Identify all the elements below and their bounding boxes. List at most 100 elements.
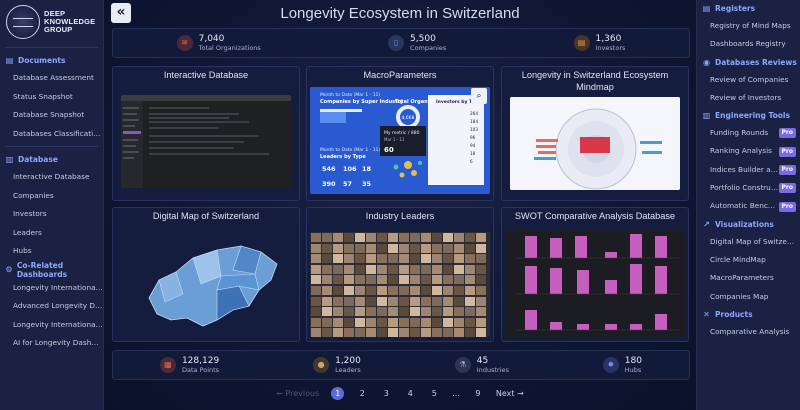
page-1[interactable]: 1 bbox=[331, 387, 345, 400]
zoom-icon[interactable]: ⌕ bbox=[471, 88, 487, 104]
card-digital-map[interactable]: Digital Map of Switzerland bbox=[112, 207, 300, 342]
leader-photo bbox=[377, 317, 387, 327]
leader-photo bbox=[399, 307, 409, 317]
leader-photo bbox=[399, 243, 409, 253]
flask-icon: ⚗ bbox=[454, 357, 471, 373]
nav-co-related-2[interactable]: Advanced Longevity Da... bbox=[13, 301, 103, 310]
previous-button[interactable]: ← Previous bbox=[276, 389, 320, 398]
leader-photo bbox=[333, 328, 343, 337]
leader-photo bbox=[322, 328, 332, 337]
nav-portfolio-constructor[interactable]: Portfolio Constructor Pro bbox=[697, 179, 800, 197]
card-industry-leaders[interactable]: Industry Leaders bbox=[306, 207, 494, 342]
nav-hubs[interactable]: Hubs bbox=[13, 246, 32, 255]
nav-digital-map[interactable]: Digital Map of Switzerla... bbox=[710, 236, 796, 246]
leader-photo bbox=[454, 286, 464, 296]
leader-photo bbox=[377, 275, 387, 285]
leader-photo bbox=[432, 317, 442, 327]
nav-automatic-benchmark[interactable]: Automatic Benchma...Pro bbox=[697, 197, 800, 215]
leader-photo bbox=[465, 286, 475, 296]
database-icon: ▥ bbox=[5, 154, 14, 164]
nav-review-of-companies[interactable]: Review of Companies bbox=[710, 74, 789, 84]
leader-photo bbox=[344, 328, 354, 337]
leader-photo bbox=[333, 275, 343, 285]
leader-photo bbox=[443, 296, 453, 306]
nav-status-snapshot[interactable]: Status Snapshot bbox=[13, 91, 73, 101]
leader-photo bbox=[377, 328, 387, 337]
leader-photo bbox=[377, 243, 387, 253]
page-9[interactable]: 9 bbox=[475, 389, 481, 398]
nav-co-related-1[interactable]: Longevity International ... bbox=[13, 282, 103, 292]
leader-photo bbox=[322, 264, 332, 274]
person-icon: ● bbox=[313, 357, 330, 373]
pro-badge: Pro bbox=[778, 201, 796, 212]
card-swot-analysis[interactable]: SWOT Comparative Analysis Database bbox=[501, 207, 689, 342]
leader-photo bbox=[432, 307, 442, 317]
page-2[interactable]: 2 bbox=[359, 389, 365, 398]
leader-photo bbox=[377, 254, 387, 264]
next-button[interactable]: Next → bbox=[495, 389, 524, 398]
leader-photo bbox=[432, 275, 442, 285]
nav-comparative-analysis[interactable]: Comparative Analysis bbox=[710, 326, 790, 336]
section-databases-reviews: ◉ Databases Reviews bbox=[703, 57, 797, 67]
svg-text:390: 390 bbox=[322, 180, 336, 188]
left-sidebar: DEEP KNOWLEDGE GROUP ▤ Documents Databas… bbox=[0, 0, 104, 410]
nav-interactive-database[interactable]: Interactive Database bbox=[13, 172, 90, 181]
leader-photo bbox=[465, 296, 475, 306]
leader-photo bbox=[399, 286, 409, 296]
nav-companies[interactable]: Companies bbox=[13, 190, 54, 200]
nav-investors[interactable]: Investors bbox=[13, 209, 47, 218]
leader-photo bbox=[476, 296, 486, 306]
nav-ranking-analysis[interactable]: Ranking Analysis Pro bbox=[697, 142, 800, 160]
card-interactive-database[interactable]: Interactive Database bbox=[112, 66, 300, 201]
leader-photo bbox=[322, 286, 332, 296]
nav-dashboards-registry[interactable]: Dashboards Registry bbox=[710, 39, 786, 49]
logo[interactable]: DEEP KNOWLEDGE GROUP bbox=[0, 0, 103, 44]
leader-photo bbox=[410, 275, 420, 285]
nav-funding-rounds[interactable]: Funding Rounds Pro bbox=[697, 124, 800, 142]
nav-databases-classifications[interactable]: Databases Classifications bbox=[13, 128, 103, 138]
nav-database-snapshot[interactable]: Database Snapshot bbox=[13, 110, 85, 119]
dashboards-icon: ⚙ bbox=[5, 265, 13, 274]
leader-photo bbox=[311, 317, 321, 327]
nav-circle-mindmap[interactable]: Circle MindMap bbox=[710, 254, 766, 264]
leader-photo bbox=[333, 243, 343, 253]
nav-macroparameters[interactable]: MacroParameters bbox=[710, 273, 774, 283]
leader-photo bbox=[476, 264, 486, 274]
leader-photo bbox=[355, 307, 365, 317]
leader-photo bbox=[399, 233, 409, 243]
leader-photo bbox=[443, 233, 453, 243]
nav-companies-map[interactable]: Companies Map bbox=[710, 291, 769, 301]
nav-leaders[interactable]: Leaders bbox=[13, 227, 42, 237]
right-sidebar: ▤ Registers Registry of Mind Maps Dashbo… bbox=[696, 0, 800, 410]
card-mindmap[interactable]: Longevity in Switzerland Ecosystem Mindm… bbox=[501, 66, 689, 201]
page-5[interactable]: 5 bbox=[431, 389, 437, 398]
svg-text:6: 6 bbox=[470, 159, 473, 164]
section-documents: ▤ Documents bbox=[5, 55, 66, 65]
leader-photo bbox=[410, 317, 420, 327]
leader-photo bbox=[454, 233, 464, 243]
leader-photo bbox=[388, 233, 398, 243]
double-chevron-left-icon[interactable]: « bbox=[111, 3, 131, 23]
leader-photo bbox=[443, 286, 453, 296]
nav-database-assessment[interactable]: Database Assessment bbox=[13, 73, 94, 82]
nav-registry-of-mind-maps[interactable]: Registry of Mind Maps bbox=[710, 21, 791, 30]
leader-photo bbox=[454, 243, 464, 253]
pro-badge: Pro bbox=[778, 146, 796, 157]
leader-photo bbox=[377, 296, 387, 306]
nav-indices-builder[interactable]: Indices Builder and ...Pro bbox=[697, 161, 800, 179]
leader-photo bbox=[311, 328, 321, 337]
nav-co-related-4[interactable]: AI for Longevity Dashbo... bbox=[13, 338, 103, 347]
leader-photo bbox=[344, 254, 354, 264]
leader-photo bbox=[366, 233, 376, 243]
nav-co-related-3[interactable]: Longevity International ... bbox=[13, 319, 103, 329]
nav-review-of-investors[interactable]: Review of Investors bbox=[710, 92, 782, 102]
leader-photo bbox=[355, 233, 365, 243]
page-3[interactable]: 3 bbox=[383, 389, 389, 398]
page-4[interactable]: 4 bbox=[407, 389, 413, 398]
leader-photo bbox=[465, 328, 475, 337]
section-co-related-dashboards: ⚙ Co-Related Dashboards bbox=[5, 260, 68, 279]
clipboard-icon: ▤ bbox=[573, 35, 590, 51]
leader-photo bbox=[366, 286, 376, 296]
card-title: Digital Map of Switzerland bbox=[152, 211, 260, 221]
card-macroparameters[interactable]: MacroParameters ⌕ Month to Date (Mar 1 -… bbox=[306, 66, 494, 201]
